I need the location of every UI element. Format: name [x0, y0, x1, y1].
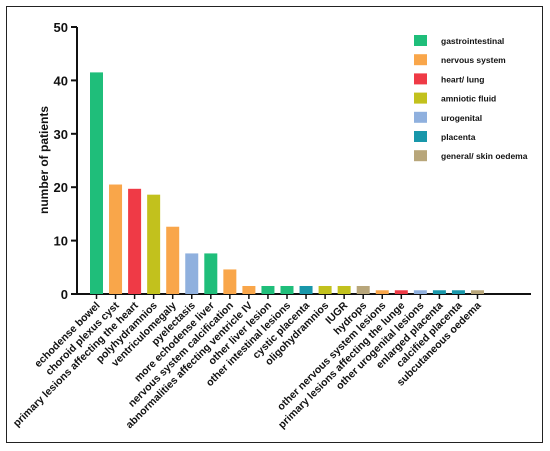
bar [432, 290, 446, 294]
bar [166, 226, 180, 294]
bar [90, 72, 103, 294]
legend-label: urogenital [441, 113, 482, 123]
y-tick-label: 20 [54, 180, 68, 195]
bar [109, 184, 123, 294]
y-tick-label: 30 [54, 127, 68, 142]
bar [223, 269, 237, 294]
legend-label: heart/ lung [441, 74, 484, 84]
bar [242, 285, 256, 294]
bar [375, 290, 389, 294]
bar [337, 285, 351, 294]
legend-swatch [414, 131, 427, 142]
y-tick-label: 10 [54, 234, 68, 249]
y-tick-label: 50 [54, 20, 68, 35]
bar [261, 285, 275, 294]
bar [128, 188, 142, 294]
bar [280, 285, 294, 294]
bar [318, 285, 332, 294]
legend-swatch [414, 35, 427, 46]
legend-swatch [414, 92, 427, 104]
legend-swatch [414, 150, 427, 162]
legend-label: gastrointestinal [441, 36, 504, 46]
bar [451, 290, 465, 294]
bar [471, 290, 484, 294]
y-tick-label: 0 [61, 287, 68, 302]
legend-label: placenta [441, 132, 476, 142]
bar [185, 253, 199, 294]
bar [413, 290, 427, 294]
y-tick-label: 40 [54, 73, 68, 88]
legend-label: amniotic fluid [441, 94, 496, 104]
legend-label: general/ skin oedema [441, 151, 528, 161]
bar [147, 194, 161, 294]
legend-swatch [414, 54, 427, 66]
bar [356, 285, 370, 294]
legend-swatch [414, 73, 427, 85]
bar [394, 290, 408, 294]
legend-label: nervous system [441, 55, 506, 65]
legend-swatch [414, 111, 427, 123]
y-axis-title: number of patients [37, 106, 51, 214]
bar [204, 253, 218, 294]
bar [299, 285, 313, 294]
